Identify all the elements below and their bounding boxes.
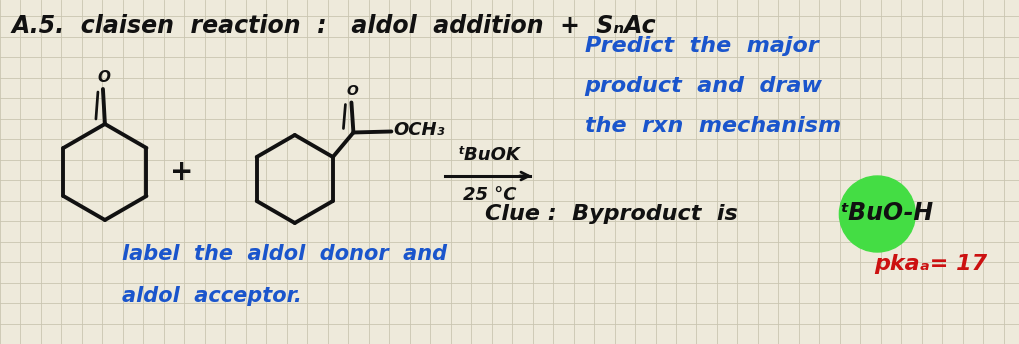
Text: ᵗBuOK: ᵗBuOK xyxy=(458,146,521,164)
Text: O: O xyxy=(98,70,110,85)
Text: the  rxn  mechanism: the rxn mechanism xyxy=(584,116,840,136)
Text: product  and  draw: product and draw xyxy=(584,76,821,96)
Text: O: O xyxy=(346,85,358,98)
Text: A.5.  claisen  reaction  :   aldol  addition  +  SₙAc: A.5. claisen reaction : aldol addition +… xyxy=(12,14,656,38)
Text: Clue :  Byproduct  is: Clue : Byproduct is xyxy=(484,204,752,224)
Text: label  the  aldol  donor  and: label the aldol donor and xyxy=(122,244,446,264)
Text: +: + xyxy=(170,158,194,186)
Text: ᵗBuO-H: ᵗBuO-H xyxy=(839,201,932,225)
Text: OCH₃: OCH₃ xyxy=(393,121,444,139)
Text: 25 °C: 25 °C xyxy=(463,186,516,204)
Text: Predict  the  major: Predict the major xyxy=(584,36,817,56)
Circle shape xyxy=(839,176,914,252)
Text: aldol  acceptor.: aldol acceptor. xyxy=(122,286,302,306)
Text: pkaₐ= 17: pkaₐ= 17 xyxy=(873,254,986,274)
